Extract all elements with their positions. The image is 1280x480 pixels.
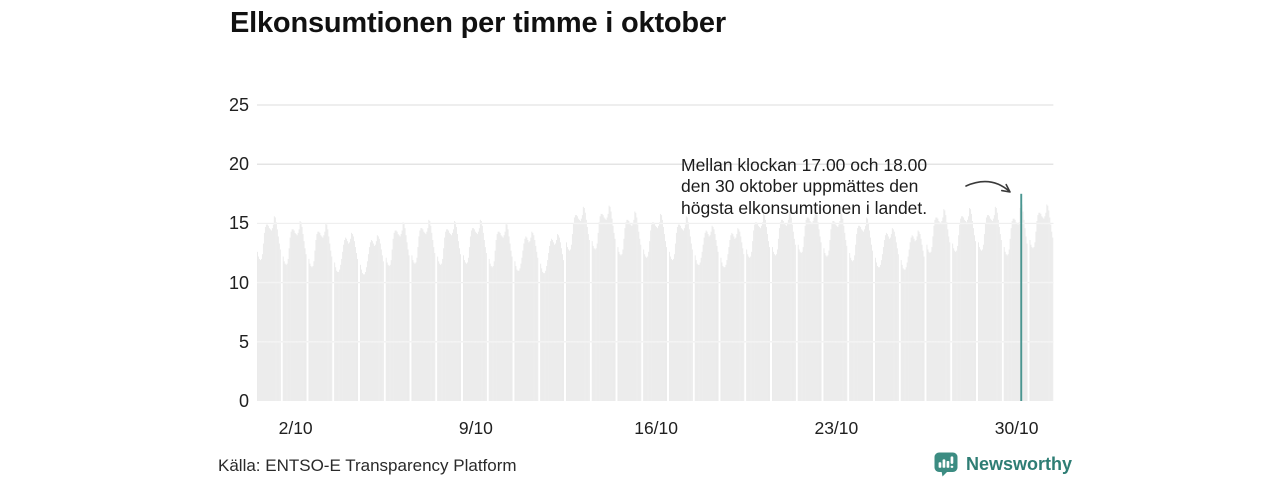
x-tick-label: 30/10 — [994, 418, 1039, 438]
y-tick-label: 0 — [238, 391, 249, 411]
newsworthy-chart-bubble-icon — [934, 452, 958, 477]
y-tick-label: 20 — [228, 154, 249, 175]
x-tick-label: 9/10 — [458, 418, 493, 438]
x-tick-label: 23/10 — [814, 418, 859, 438]
chart-title: Elkonsumtionen per timme i oktober — [230, 7, 726, 39]
x-tick-label: 2/10 — [278, 418, 313, 438]
y-tick-label: 5 — [238, 331, 249, 352]
annotation-line: Mellan klockan 17.00 och 18.00 — [681, 155, 928, 175]
y-tick-label: 10 — [228, 272, 249, 293]
annotation-callout: Mellan klockan 17.00 och 18.00 den 30 ok… — [681, 155, 991, 219]
brand-name: Newsworthy — [966, 453, 1073, 474]
source-credit: Källa: ENTSO-E Transparency Platform — [218, 456, 517, 475]
annotation-line: högsta elkonsumtionen i landet. — [681, 197, 928, 218]
x-tick-label: 16/10 — [634, 418, 679, 438]
y-tick-label: 15 — [228, 213, 249, 234]
newsworthy-brand: Newsworthy — [933, 451, 1072, 477]
annotation-line: den 30 oktober uppmättes den — [681, 176, 919, 197]
y-tick-label: 25 — [228, 95, 249, 115]
highlight-bar — [1020, 193, 1023, 401]
